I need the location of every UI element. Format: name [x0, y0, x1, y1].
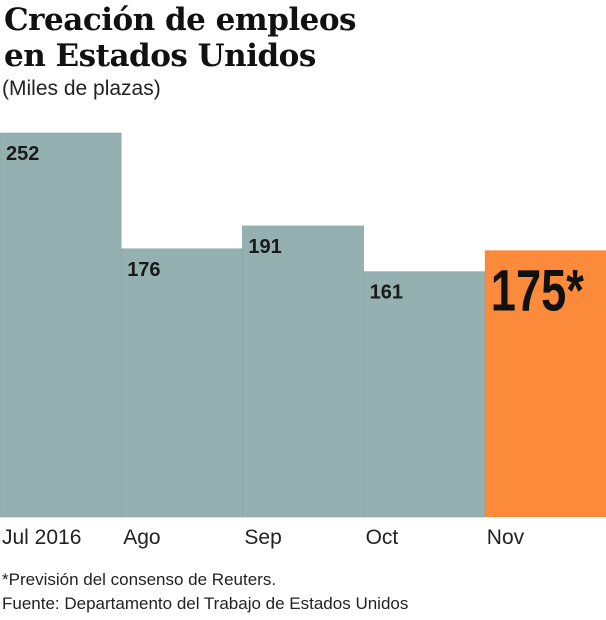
bar-sep	[242, 225, 364, 518]
data-label: 176	[127, 259, 160, 281]
x-tick-label: Jul 2016	[2, 526, 81, 549]
chart-title: Creación de empleos en Estados Unidos	[4, 2, 357, 74]
x-tick-label: Oct	[366, 526, 399, 549]
bar-chart: 252 Jul 2016 176 Ago 191 Sep 161 Oct 175* Nov	[0, 132, 606, 549]
x-tick-label: Sep	[244, 526, 281, 549]
title-line-2: en Estados Unidos	[4, 38, 316, 74]
x-tick-label: Ago	[123, 526, 160, 549]
bar-oct	[363, 271, 486, 518]
bar-nov	[484, 250, 606, 518]
data-label: 252	[6, 143, 39, 165]
footnote-forecast: *Previsión del consenso de Reuters.	[2, 570, 277, 589]
data-label: 191	[248, 236, 281, 258]
footnote-source: Fuente: Departamento del Trabajo de Esta…	[2, 594, 409, 613]
data-label: 175*	[491, 259, 585, 324]
title-line-1: Creación de empleos	[4, 2, 357, 38]
data-label: 161	[370, 282, 403, 304]
chart-subtitle: (Miles de plazas)	[2, 77, 161, 100]
x-tick-label: Nov	[487, 526, 525, 549]
bar-jul-2016	[0, 132, 122, 518]
bar-ago	[120, 248, 243, 518]
